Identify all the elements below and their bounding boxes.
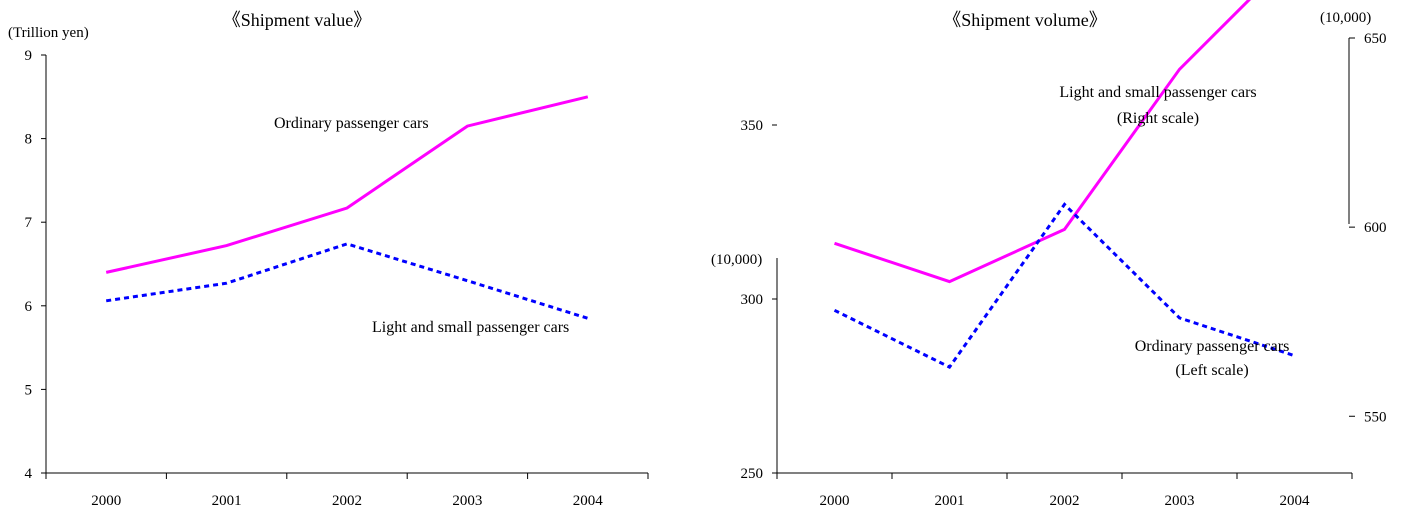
x-tick-label: 2002 bbox=[1050, 493, 1080, 509]
x-tick-label: 2000 bbox=[91, 493, 121, 509]
y-axis-unit: (Trillion yen) bbox=[8, 25, 89, 41]
y-tick-label: 5 bbox=[25, 382, 33, 398]
y-tick-label: 4 bbox=[25, 466, 33, 482]
x-tick-label: 2000 bbox=[820, 493, 850, 509]
y-tick-label: 6 bbox=[25, 299, 33, 315]
x-tick-label: 2003 bbox=[1165, 493, 1195, 509]
series-label-light-small: Light and small passenger cars bbox=[1059, 84, 1256, 101]
series-lines bbox=[833, 0, 1295, 370]
shipment-value-chart: 《Shipment value》 (Trillion yen) 4 5 6 7 8 9 2… bbox=[8, 10, 649, 509]
shipment-volume-chart: 《Shipment volume》 (10,000) (10,000) 550 6… bbox=[711, 0, 1387, 509]
left-axis-unit: (10,000) bbox=[711, 252, 762, 268]
left-tick-label: 300 bbox=[741, 292, 764, 308]
series-label-light-small-note: (Right scale) bbox=[1117, 110, 1199, 127]
series-label-ordinary: Ordinary passenger cars bbox=[274, 115, 429, 132]
x-tick-label: 2003 bbox=[452, 493, 482, 509]
x-tick-label: 2001 bbox=[935, 493, 965, 509]
series-label-light-small: Light and small passenger cars bbox=[372, 319, 569, 336]
right-tick-label: 550 bbox=[1364, 409, 1387, 425]
left-tick-label: 250 bbox=[741, 466, 764, 482]
chart-title: 《Shipment volume》 bbox=[943, 10, 1107, 30]
y-tick-label: 9 bbox=[25, 48, 33, 64]
series-line-0 bbox=[834, 0, 1252, 284]
right-axis-unit: (10,000) bbox=[1320, 10, 1371, 26]
series-line-1 bbox=[833, 202, 1295, 370]
series-line-0 bbox=[105, 95, 589, 274]
right-tick-label: 600 bbox=[1364, 220, 1387, 236]
x-tick-label: 2001 bbox=[212, 493, 242, 509]
right-tick-label: 650 bbox=[1364, 31, 1387, 47]
y-tick-label: 8 bbox=[25, 132, 33, 148]
left-tick-label: 350 bbox=[741, 118, 764, 134]
y-tick-label: 7 bbox=[25, 215, 33, 231]
series-line-1 bbox=[105, 242, 589, 320]
series-lines bbox=[105, 95, 589, 320]
x-tick-label: 2004 bbox=[1280, 493, 1311, 509]
x-tick-label: 2004 bbox=[573, 493, 604, 509]
series-label-ordinary-note: (Left scale) bbox=[1175, 362, 1248, 379]
x-axis-ticks: 2000 2001 2002 2003 2004 bbox=[45, 473, 649, 509]
chart-title: 《Shipment value》 bbox=[223, 10, 371, 30]
series-label-ordinary: Ordinary passenger cars bbox=[1135, 338, 1290, 355]
x-axis-ticks: 2000 2001 2002 2003 2004 bbox=[776, 473, 1353, 509]
left-axis-and-x-axis bbox=[776, 258, 1352, 474]
right-axis-ticks: 550 600 650 bbox=[1349, 31, 1387, 425]
y-axis-ticks: 4 5 6 7 8 9 bbox=[25, 48, 46, 482]
left-axis-ticks: 250 300 350 bbox=[741, 118, 777, 482]
x-tick-label: 2002 bbox=[332, 493, 362, 509]
